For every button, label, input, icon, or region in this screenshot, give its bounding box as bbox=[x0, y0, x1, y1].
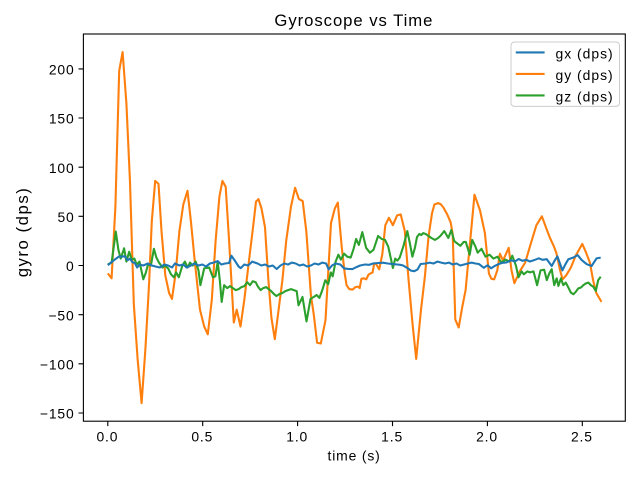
svg-text:gyro (dps): gyro (dps) bbox=[13, 187, 32, 278]
svg-text:50: 50 bbox=[57, 209, 74, 225]
svg-text:−50: −50 bbox=[48, 307, 74, 323]
svg-text:0: 0 bbox=[66, 258, 75, 274]
svg-text:200: 200 bbox=[49, 62, 75, 78]
svg-text:1.5: 1.5 bbox=[381, 428, 403, 444]
svg-text:−100: −100 bbox=[40, 356, 75, 372]
svg-text:−150: −150 bbox=[40, 406, 75, 422]
svg-text:0.5: 0.5 bbox=[191, 428, 213, 444]
svg-text:gy (dps): gy (dps) bbox=[556, 67, 614, 83]
svg-text:gx (dps): gx (dps) bbox=[556, 46, 614, 62]
svg-text:2.0: 2.0 bbox=[476, 428, 498, 444]
svg-text:150: 150 bbox=[49, 111, 75, 127]
svg-text:Gyroscope vs Time: Gyroscope vs Time bbox=[274, 11, 433, 30]
svg-text:2.5: 2.5 bbox=[571, 428, 593, 444]
svg-text:100: 100 bbox=[49, 160, 75, 176]
svg-text:time (s): time (s) bbox=[328, 447, 381, 463]
svg-text:0.0: 0.0 bbox=[96, 428, 118, 444]
svg-text:1.0: 1.0 bbox=[286, 428, 308, 444]
svg-text:gz (dps): gz (dps) bbox=[556, 89, 614, 105]
